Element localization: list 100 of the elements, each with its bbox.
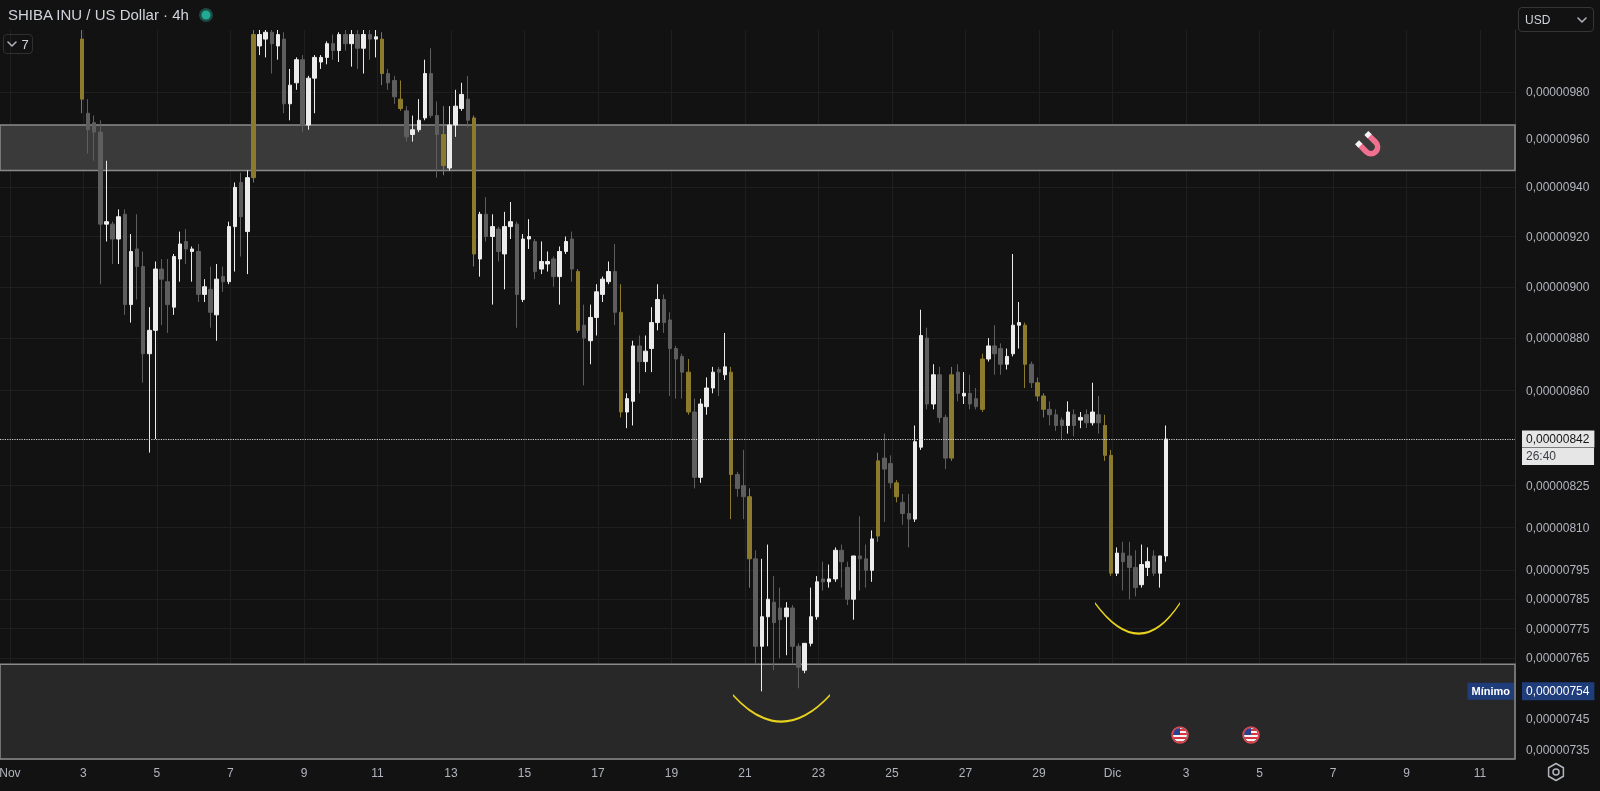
candlestick <box>723 332 727 381</box>
dropdown-button: USD <box>1518 7 1594 32</box>
candlestick <box>1164 424 1168 563</box>
x-tick-label: 25 <box>885 766 899 780</box>
candlestick <box>570 231 574 283</box>
candlestick <box>484 196 488 242</box>
candlestick <box>116 208 121 265</box>
candlestick <box>986 337 991 363</box>
y-tick-label: 0,00000920 <box>1526 229 1590 244</box>
candlestick <box>576 268 580 334</box>
candlestick <box>760 558 764 692</box>
candlestick <box>974 387 978 410</box>
x-tick-label: 21 <box>738 766 752 780</box>
candlestick <box>1066 400 1070 435</box>
chart-title: SHIBA INU / US Dollar · 4h <box>8 5 189 25</box>
x-tick-label: 13 <box>444 766 458 780</box>
candlestick <box>1078 411 1083 429</box>
candlestick <box>423 59 427 121</box>
candlestick <box>398 79 403 112</box>
candlestick <box>668 311 672 397</box>
candlestick <box>1054 408 1058 432</box>
candlestick <box>1084 408 1089 429</box>
candlestick <box>294 56 299 91</box>
candlestick <box>1017 301 1021 350</box>
candlestick <box>980 353 985 413</box>
candlestick <box>931 363 936 410</box>
candlestick <box>110 221 115 265</box>
candlestick <box>907 493 911 548</box>
candlestick <box>533 238 537 280</box>
candlestick <box>208 266 213 329</box>
candlestick <box>429 47 433 119</box>
candlestick <box>1072 408 1076 437</box>
candlestick <box>282 31 286 114</box>
candlestick <box>159 258 164 326</box>
candlestick <box>1103 414 1107 462</box>
candlestick <box>98 119 103 285</box>
text: 26:40 <box>1526 449 1557 464</box>
candlestick <box>123 208 127 316</box>
candlestick <box>1090 382 1095 426</box>
candlestick <box>851 555 856 621</box>
x-tick-label: 5 <box>1256 766 1264 780</box>
y-tick-label: 0,00000960 <box>1526 132 1590 147</box>
candlestick <box>496 226 501 262</box>
candlestick <box>1029 361 1034 389</box>
candlestick <box>637 335 642 394</box>
y-tick-label: 0,00000940 <box>1526 180 1590 195</box>
x-tick-label: 7 <box>227 766 235 780</box>
candlestick <box>270 29 274 75</box>
candlestick <box>968 374 972 410</box>
candlestick <box>1005 348 1009 370</box>
candlestick <box>417 98 421 133</box>
ref-line-label: 0,00000842 <box>1526 432 1590 447</box>
candlestick <box>1121 541 1125 592</box>
candlestick <box>368 29 372 61</box>
candlestick <box>361 29 366 75</box>
candlestick <box>245 169 250 275</box>
candlestick <box>288 68 292 121</box>
candlestick <box>1152 549 1156 577</box>
candlestick <box>527 218 531 250</box>
candlestick <box>202 278 207 303</box>
candlestick <box>894 479 899 503</box>
candlestick <box>141 250 145 384</box>
candlestick <box>845 561 850 606</box>
candlestick <box>325 40 329 65</box>
candlestick <box>582 304 586 386</box>
x-tick-label: 7 <box>1329 766 1337 780</box>
candlestick <box>251 29 256 184</box>
candlestick <box>784 601 789 656</box>
candlestick <box>184 228 188 265</box>
candlestick <box>864 544 868 589</box>
candlestick <box>521 233 525 303</box>
candlestick <box>686 358 691 416</box>
candlestick <box>919 309 923 451</box>
candlestick <box>827 564 831 589</box>
annotation: Mínimo <box>1471 685 1511 698</box>
candlestick <box>104 160 109 242</box>
candlestick <box>564 236 568 255</box>
candlestick <box>913 424 917 523</box>
candlestick <box>478 211 482 278</box>
candlestick <box>766 544 770 647</box>
y-tick-label: 0,00000765 <box>1526 651 1590 666</box>
candlestick <box>717 366 721 397</box>
candlestick <box>135 213 139 300</box>
candlestick <box>833 546 838 583</box>
candlestick <box>1047 400 1052 426</box>
candlestick <box>772 575 776 671</box>
x-tick-label: 23 <box>811 766 826 780</box>
candlestick <box>815 575 819 621</box>
candlestick <box>196 243 201 303</box>
annotation: 7 <box>21 36 29 52</box>
candlestick <box>392 75 397 105</box>
candlestick <box>355 29 360 70</box>
candlestick <box>1096 395 1101 435</box>
candlestick <box>900 493 905 526</box>
candlestick <box>466 75 470 128</box>
candlestick <box>821 561 825 592</box>
candlestick <box>956 363 960 402</box>
y-tick-label: 0,00000745 <box>1526 711 1590 726</box>
x-tick-label: 3 <box>1182 766 1190 780</box>
candlestick <box>643 335 648 373</box>
